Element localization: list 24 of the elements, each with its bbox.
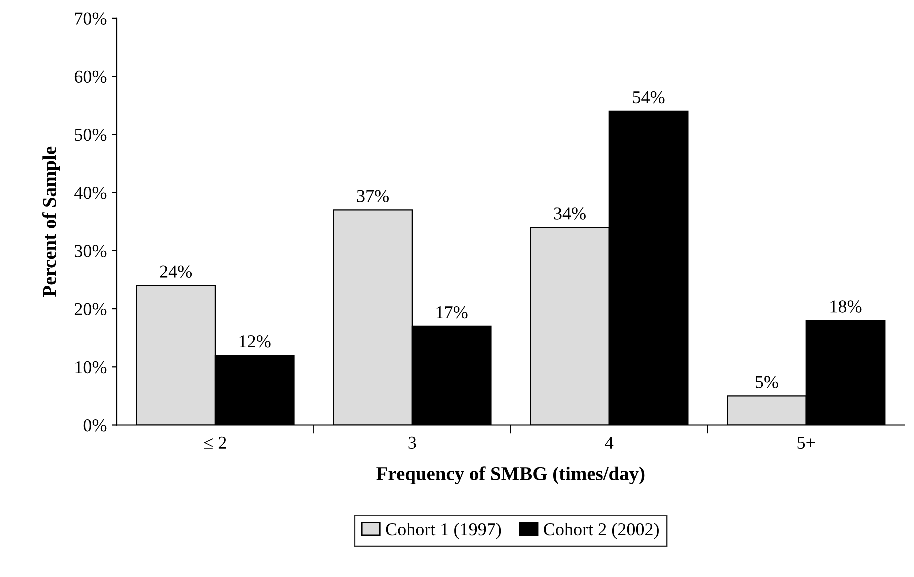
x-tick-label: 3	[408, 436, 416, 450]
data-label: 17%	[436, 306, 468, 319]
y-tick-label: 60%	[74, 70, 107, 84]
data-label: 18%	[830, 300, 862, 313]
data-label: 24%	[160, 266, 192, 278]
y-tick-label: 40%	[74, 187, 107, 200]
x-tick-label: 5+	[798, 437, 816, 450]
y-axis-title: Percent of Sample	[42, 146, 60, 297]
legend-label: Cohort 2 (2002)	[544, 522, 659, 540]
y-tick-label: 10%	[76, 361, 107, 374]
x-axis-title: Frequency of SMBG (times/day)	[376, 466, 645, 485]
legend-label: Cohort 1 (1997)	[386, 522, 502, 540]
data-label: 37%	[357, 190, 389, 202]
y-tick-label: 0%	[84, 420, 107, 432]
data-label: 12%	[240, 335, 271, 348]
data-label: 54%	[633, 91, 665, 104]
data-label: 5%	[756, 376, 778, 388]
y-tick-label: 20%	[74, 303, 107, 316]
x-tick-label: 4	[605, 437, 614, 449]
y-tick-label: 30%	[75, 245, 107, 258]
x-tick-label: ≤ 2	[204, 436, 226, 449]
y-tick-label: 50%	[75, 128, 107, 142]
data-label: 34%	[554, 208, 586, 220]
y-tick-label: 70%	[75, 12, 107, 25]
